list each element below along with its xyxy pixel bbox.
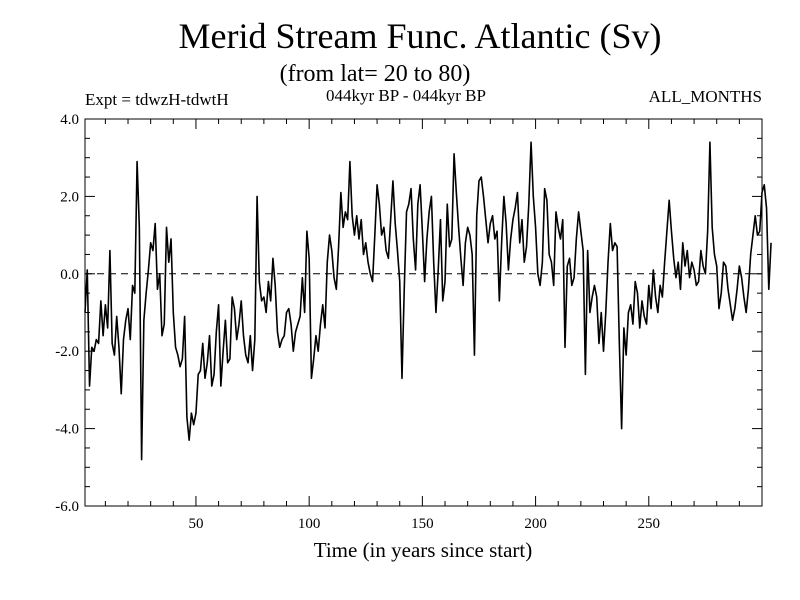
x-tick-label: 100: [298, 516, 321, 532]
period-label: 044kyr BP - 044kyr BP: [326, 86, 486, 105]
y-tick-label: -2.0: [55, 344, 79, 360]
y-tick-label: -4.0: [55, 422, 79, 438]
x-tick-label: 50: [188, 516, 203, 532]
x-tick-label: 250: [638, 516, 661, 532]
chart-subtitle: (from lat= 20 to 80): [279, 61, 471, 87]
x-axis-title: Time (in years since start): [313, 538, 533, 562]
y-tick-label: -6.0: [55, 499, 79, 515]
x-tick-label: 150: [411, 516, 434, 532]
x-tick-label: 200: [524, 516, 547, 532]
y-tick-label: 0.0: [60, 267, 79, 283]
y-axis: 4.0 2.0 0.0 -2.0 -4.0 -6.0: [55, 112, 762, 515]
y-tick-label: 2.0: [60, 189, 79, 205]
plot-frame: [84, 118, 763, 507]
months-label: ALL_MONTHS: [648, 87, 762, 106]
x-axis: 50 100 150 200 250: [104, 119, 763, 532]
chart-title: Merid Stream Func. Atlantic (Sv): [178, 16, 662, 56]
series-line: [84, 141, 772, 461]
experiment-label: Expt = tdwzH-tdwtH: [85, 90, 229, 109]
y-tick-label: 4.0: [60, 112, 79, 128]
